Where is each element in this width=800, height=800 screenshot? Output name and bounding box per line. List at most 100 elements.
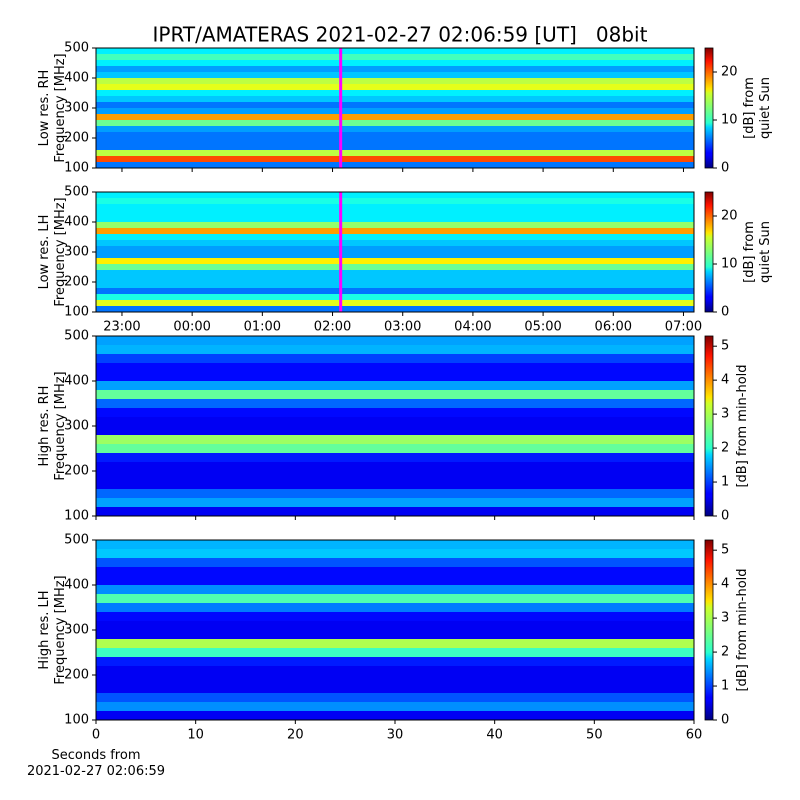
y-axis-label: Low res. LHFrequency [MHz] [37, 197, 68, 306]
heatmap-row [96, 108, 694, 114]
y-axis-label: Low res. RHFrequency [MHz] [37, 53, 68, 162]
colorbar-label: [dB] fromquiet Sun [742, 221, 773, 283]
heatmap-row [96, 288, 694, 294]
colorbar [704, 335, 714, 517]
heatmap-row [96, 480, 694, 489]
heatmap-row [96, 435, 694, 444]
y-tick-label: 400 [64, 578, 89, 593]
colorbar-tick-label: 20 [721, 209, 738, 224]
y-tick-label: 500 [64, 533, 89, 548]
heatmap-row [96, 294, 694, 300]
heatmap-row [96, 675, 694, 684]
heatmap-row [96, 648, 694, 657]
heatmap-row [96, 120, 694, 126]
colorbar-tick-label: 0 [721, 713, 729, 728]
x-axis-label: Seconds from 2021-02-27 02:06:59 [27, 748, 165, 779]
x-tick-label: 30 [387, 728, 404, 743]
y-tick-label: 200 [64, 668, 89, 683]
colorbar [704, 539, 714, 721]
y-axis-label: High res. RHFrequency [MHz] [37, 371, 68, 480]
colorbar-tick-label: 2 [721, 441, 729, 456]
colorbar-tick-label: 1 [721, 679, 729, 694]
heatmap-row [96, 684, 694, 693]
heatmap-row [96, 462, 694, 471]
heatmap-row [96, 246, 694, 252]
heatmap-row [96, 222, 694, 228]
heatmap-row [96, 102, 694, 108]
y-tick-label: 500 [64, 329, 89, 344]
heatmap-row [96, 276, 694, 282]
y-tick-label: 100 [64, 713, 89, 728]
heatmap-row [96, 408, 694, 417]
x-tick-label: 60 [686, 728, 703, 743]
colorbar-label-line: quiet Sun [758, 221, 773, 283]
heatmap-row [96, 363, 694, 372]
heatmap-row [96, 192, 694, 198]
heatmap-row [96, 204, 694, 210]
colorbar-label: [dB] fromquiet Sun [742, 77, 773, 139]
x-tick-label: 05:00 [524, 320, 561, 335]
heatmap-row [96, 270, 694, 276]
y-axis-label-line: Frequency [MHz] [53, 575, 68, 684]
heatmap-row [96, 576, 694, 585]
colorbar-label-line: [dB] from [742, 77, 757, 139]
heatmap-row [96, 198, 694, 204]
heatmap-row [96, 453, 694, 462]
colorbar-tick-label: 0 [721, 161, 729, 176]
y-tick-label: 100 [64, 305, 89, 320]
x-tick-label: 10 [187, 728, 204, 743]
y-axis-label-line: Frequency [MHz] [53, 197, 68, 306]
heatmap-row [96, 228, 694, 234]
heatmap-row [96, 78, 694, 84]
y-tick-label: 400 [64, 374, 89, 389]
heatmap-row [96, 693, 694, 702]
heatmap-row [96, 306, 694, 312]
heatmap-row [96, 132, 694, 138]
heatmap-row [96, 594, 694, 603]
y-tick-label: 400 [64, 215, 89, 230]
heatmap-row [96, 282, 694, 288]
heatmap-row [96, 585, 694, 594]
y-axis-label-line: High res. RH [37, 386, 52, 467]
y-tick-label: 500 [64, 185, 89, 200]
x-axis-label-line: 2021-02-27 02:06:59 [27, 764, 165, 779]
heatmap-row [96, 72, 694, 78]
colorbar-tick-label: 0 [721, 305, 729, 320]
colorbar-label: [dB] from min-hold [735, 364, 750, 487]
x-tick-label: 23:00 [103, 320, 140, 335]
y-axis-label-line: High res. LH [37, 590, 52, 669]
y-tick-label: 200 [64, 464, 89, 479]
heatmap-row [96, 48, 694, 54]
heatmap-row [96, 345, 694, 354]
x-tick-label: 00:00 [173, 320, 210, 335]
heatmap-row [96, 444, 694, 453]
x-tick-label: 06:00 [595, 320, 632, 335]
colorbar-label-line: [dB] from [742, 221, 757, 283]
heatmap-row [96, 540, 694, 549]
x-axis-label-line: Seconds from [51, 748, 140, 763]
y-tick-label: 500 [64, 41, 89, 56]
heatmap-row [96, 60, 694, 66]
heatmap-row [96, 498, 694, 507]
chart-title: IPRT/AMATERAS 2021-02-27 02:06:59 [UT] 0… [153, 23, 648, 47]
heatmap-row [96, 657, 694, 666]
heatmap-row [96, 90, 694, 96]
y-tick-label: 300 [64, 245, 89, 260]
heatmap-row [96, 381, 694, 390]
heatmap-row [96, 150, 694, 156]
heatmap-row [96, 264, 694, 270]
heatmap-row [96, 252, 694, 258]
y-axis-label-line: Low res. LH [37, 215, 52, 290]
heatmap-row [96, 216, 694, 222]
x-tick-label: 0 [92, 728, 100, 743]
colorbar-tick-label: 4 [721, 577, 729, 592]
colorbar-label-line: [dB] from min-hold [735, 364, 750, 487]
y-tick-label: 200 [64, 275, 89, 290]
heatmap-row [96, 558, 694, 567]
x-tick-label: 04:00 [454, 320, 491, 335]
heatmap-row [96, 390, 694, 399]
heatmap-row [96, 630, 694, 639]
heatmap-row [96, 126, 694, 132]
